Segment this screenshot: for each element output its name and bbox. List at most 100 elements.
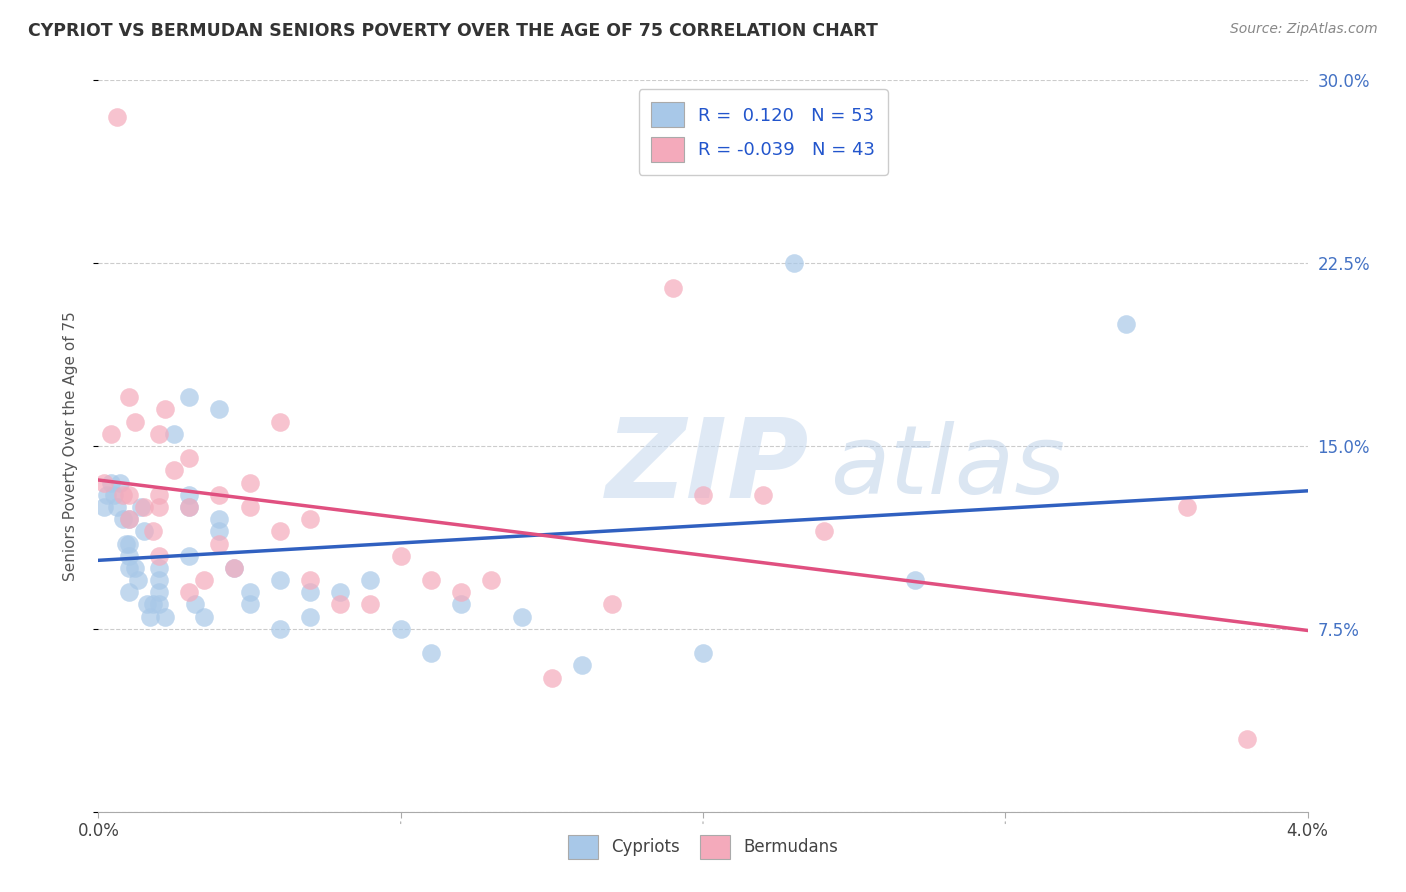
Point [111, 488, 134, 502]
Point [389, 549, 412, 563]
Point [118, 488, 141, 502]
Point [118, 390, 141, 404]
Point [179, 549, 201, 563]
Point [127, 573, 149, 587]
Point [208, 402, 231, 417]
Text: ZIP: ZIP [606, 415, 810, 522]
Point [239, 500, 262, 514]
Point [239, 598, 262, 612]
Point [329, 598, 352, 612]
Point [163, 426, 186, 441]
Point [105, 110, 128, 124]
Point [93, 475, 115, 490]
Point [179, 451, 201, 466]
Point [360, 573, 382, 587]
Point [1115, 317, 1137, 331]
Text: CYPRIOT VS BERMUDAN SENIORS POVERTY OVER THE AGE OF 75 CORRELATION CHART: CYPRIOT VS BERMUDAN SENIORS POVERTY OVER… [28, 22, 877, 40]
Point [813, 524, 835, 539]
Point [1175, 500, 1198, 514]
Point [118, 561, 141, 575]
Point [481, 573, 503, 587]
Point [299, 573, 322, 587]
Point [163, 463, 186, 477]
Point [193, 609, 215, 624]
Point [179, 585, 201, 599]
Point [224, 561, 246, 575]
Point [239, 475, 262, 490]
Point [114, 536, 136, 550]
Point [148, 500, 170, 514]
Point [389, 622, 412, 636]
Point [118, 549, 141, 563]
Point [541, 671, 564, 685]
Point [118, 536, 141, 550]
Text: atlas: atlas [830, 421, 1064, 515]
Point [108, 475, 131, 490]
Text: Source: ZipAtlas.com: Source: ZipAtlas.com [1230, 22, 1378, 37]
Point [208, 488, 231, 502]
Point [124, 561, 146, 575]
Point [132, 524, 155, 539]
Point [360, 598, 382, 612]
Point [179, 488, 201, 502]
Point [269, 573, 291, 587]
Point [179, 390, 201, 404]
Legend: Cypriots, Bermudans: Cypriots, Bermudans [561, 829, 845, 865]
Point [208, 536, 231, 550]
Point [269, 524, 291, 539]
Point [269, 622, 291, 636]
Point [103, 488, 125, 502]
Point [111, 512, 134, 526]
Y-axis label: Seniors Poverty Over the Age of 75: Seniors Poverty Over the Age of 75 [63, 311, 77, 581]
Point [148, 488, 170, 502]
Point [93, 500, 115, 514]
Point [420, 646, 443, 660]
Point [148, 573, 170, 587]
Point [420, 573, 443, 587]
Point [299, 609, 322, 624]
Point [193, 573, 215, 587]
Point [904, 573, 927, 587]
Point [208, 512, 231, 526]
Point [148, 549, 170, 563]
Point [783, 256, 806, 270]
Point [299, 512, 322, 526]
Point [510, 609, 533, 624]
Point [224, 561, 246, 575]
Point [153, 609, 176, 624]
Point [692, 646, 714, 660]
Point [118, 585, 141, 599]
Point [96, 488, 118, 502]
Point [129, 500, 152, 514]
Point [269, 415, 291, 429]
Point [124, 415, 146, 429]
Point [179, 500, 201, 514]
Point [148, 598, 170, 612]
Point [142, 598, 165, 612]
Point [450, 598, 472, 612]
Point [239, 585, 262, 599]
Point [132, 500, 155, 514]
Point [602, 598, 624, 612]
Point [100, 426, 122, 441]
Point [105, 500, 128, 514]
Point [571, 658, 593, 673]
Point [179, 500, 201, 514]
Point [148, 585, 170, 599]
Point [329, 585, 352, 599]
Point [153, 402, 176, 417]
Point [148, 561, 170, 575]
Point [148, 426, 170, 441]
Point [1236, 731, 1258, 746]
Point [142, 524, 165, 539]
Point [135, 598, 157, 612]
Point [118, 512, 141, 526]
Point [139, 609, 162, 624]
Point [450, 585, 472, 599]
Point [752, 488, 775, 502]
Point [184, 598, 207, 612]
Point [208, 524, 231, 539]
Point [662, 280, 685, 294]
Point [299, 585, 322, 599]
Point [692, 488, 714, 502]
